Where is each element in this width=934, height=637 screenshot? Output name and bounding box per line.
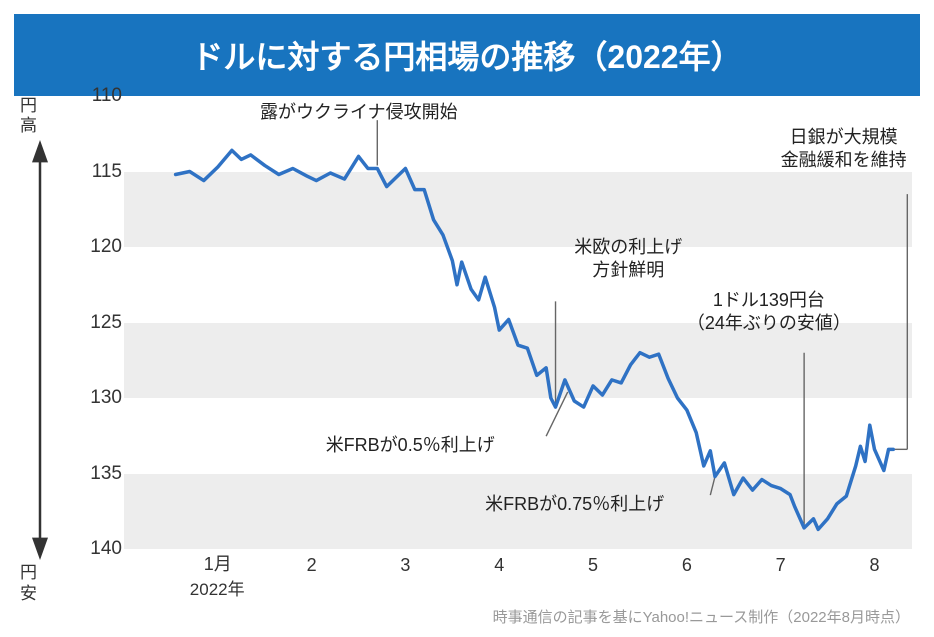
plot-column: 110115120125130135140 1月23456782022年 露がウ… — [74, 96, 920, 604]
x-tick-label: 6 — [682, 555, 692, 576]
annotation: 米FRBが0.5％利上げ — [326, 434, 495, 457]
exchange-rate-line — [176, 150, 894, 529]
x-tick-label: 3 — [400, 555, 410, 576]
y-tick-label: 120 — [74, 236, 122, 258]
y-tick-label: 110 — [74, 85, 122, 107]
annotation: 日銀が大規模金融緩和を維持 — [781, 126, 907, 171]
y-tick-label: 135 — [74, 463, 122, 485]
annotation: 露がウクライナ侵攻開始 — [260, 101, 458, 124]
y-tick-label: 125 — [74, 312, 122, 334]
x-tick-label: 4 — [494, 555, 504, 576]
y-label-low: 円安 — [20, 563, 37, 604]
x-tick-label: 5 — [588, 555, 598, 576]
annotation: 米FRBが0.75％利上げ — [485, 493, 664, 516]
chart-title: ドルに対する円相場の推移（2022年） — [14, 14, 920, 96]
x-tick-label: 7 — [776, 555, 786, 576]
y-tick-label: 140 — [74, 538, 122, 560]
x-tick-label: 1月 — [204, 550, 232, 576]
chart-body: 円高 円安 110115120125130135140 1月2345678202… — [14, 96, 920, 604]
y-direction-arrow — [30, 140, 50, 560]
y-label-high: 円高 — [20, 96, 37, 137]
credit-line: 時事通信の記事を基にYahoo!ニュース制作（2022年8月時点） — [14, 606, 920, 627]
y-tick-label: 130 — [74, 387, 122, 409]
x-base-label: 2022年 — [190, 575, 245, 600]
x-tick-label: 2 — [307, 555, 317, 576]
y-tick-label: 115 — [74, 161, 122, 183]
x-tick-label: 8 — [869, 555, 879, 576]
chart-container: ドルに対する円相場の推移（2022年） 円高 円安 110 115 120 125 13… — [0, 0, 934, 637]
annotation: 米欧の利上げ方針鮮明 — [574, 236, 682, 281]
y-axis-extreme-labels: 円高 円安 — [14, 96, 74, 604]
annotation: 1ドル139円台（24年ぶりの安値） — [687, 289, 851, 334]
